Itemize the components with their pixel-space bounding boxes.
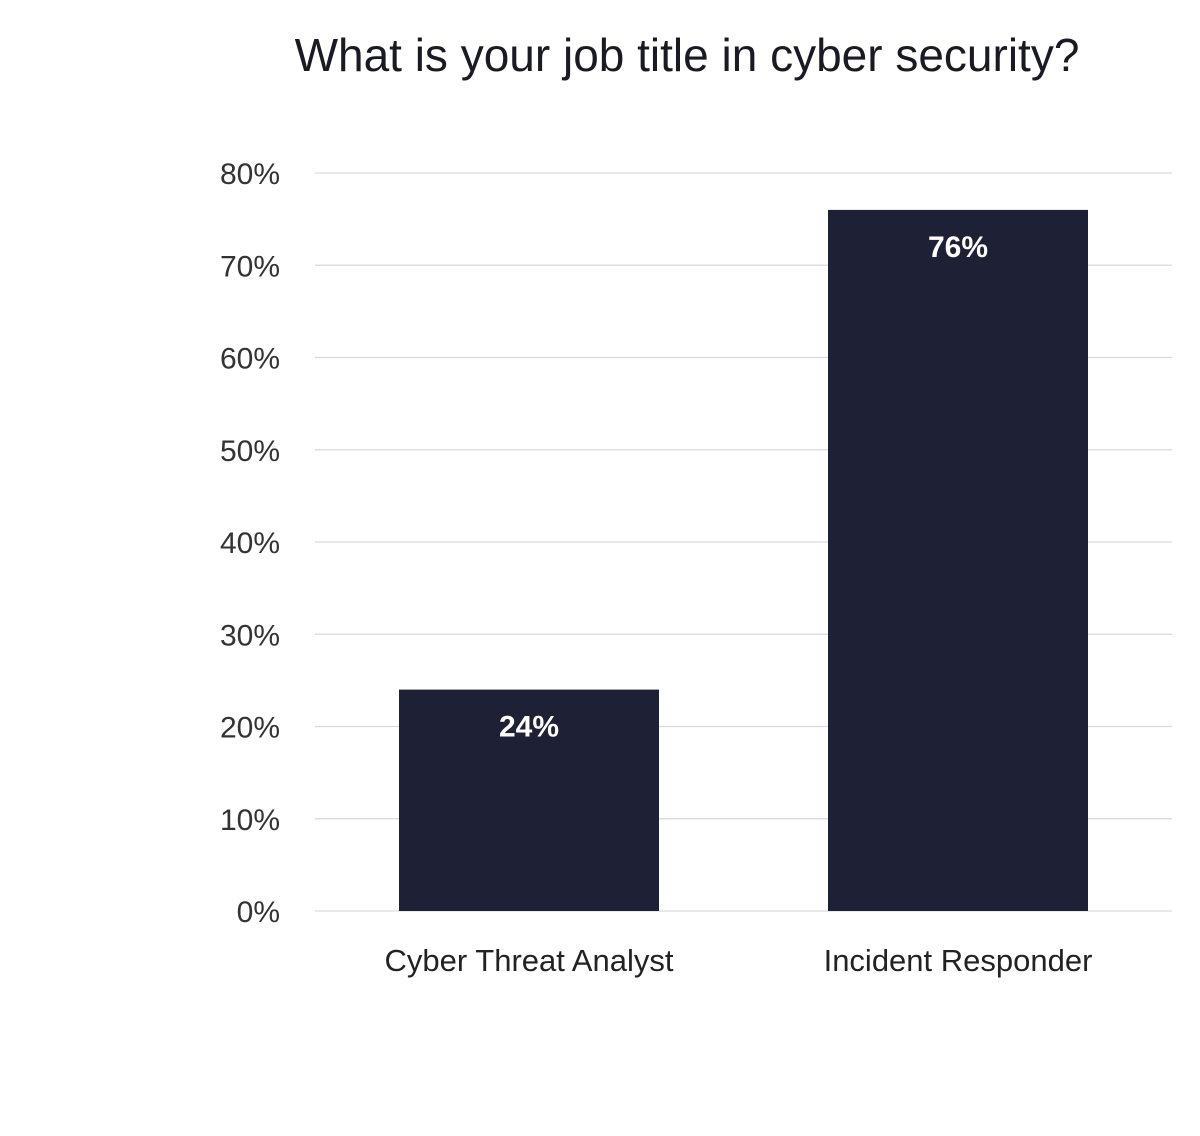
y-tick-label: 10% bbox=[220, 804, 280, 837]
y-tick-label: 40% bbox=[220, 527, 280, 560]
data-label: 24% bbox=[499, 711, 559, 744]
y-tick-label: 0% bbox=[237, 896, 280, 929]
x-tick-label: Cyber Threat Analyst bbox=[385, 943, 674, 978]
y-tick-label: 80% bbox=[220, 158, 280, 191]
y-tick-label: 20% bbox=[220, 712, 280, 745]
y-tick-label: 60% bbox=[220, 343, 280, 376]
bar bbox=[399, 689, 659, 911]
y-tick-label: 30% bbox=[220, 619, 280, 652]
data-label: 76% bbox=[928, 231, 988, 264]
bar bbox=[828, 209, 1088, 911]
y-tick-label: 70% bbox=[220, 250, 280, 283]
chart-title: What is your job title in cyber security… bbox=[294, 29, 1080, 81]
x-tick-label: Incident Responder bbox=[824, 943, 1093, 978]
y-tick-label: 50% bbox=[220, 435, 280, 468]
